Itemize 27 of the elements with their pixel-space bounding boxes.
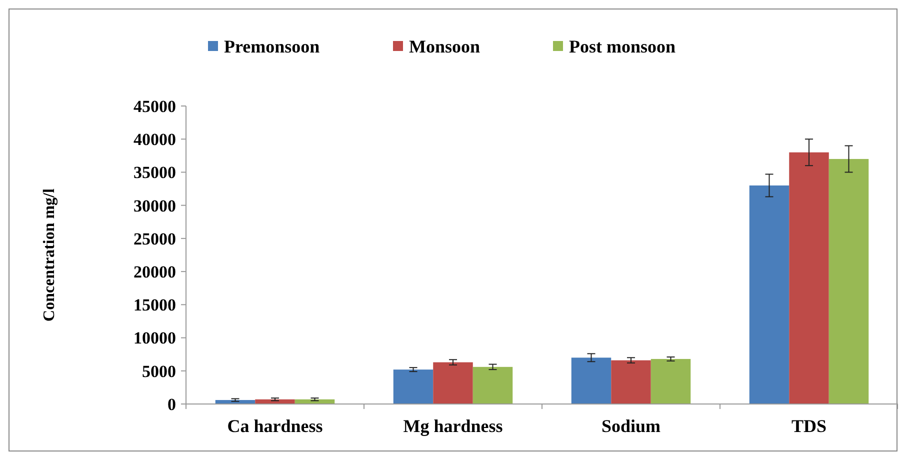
y-tick-label: 35000 bbox=[134, 163, 176, 182]
y-tick-label: 15000 bbox=[134, 296, 176, 315]
bar bbox=[611, 360, 651, 404]
y-tick-label: 40000 bbox=[134, 130, 176, 150]
x-tick-label: TDS bbox=[791, 416, 827, 436]
y-tick-label: 30000 bbox=[134, 196, 176, 216]
legend-label: Post monsoon bbox=[569, 36, 676, 56]
bar bbox=[393, 370, 434, 404]
bar bbox=[571, 358, 612, 404]
y-tick-label: 45000 bbox=[134, 96, 176, 116]
bar bbox=[433, 362, 473, 404]
bar bbox=[828, 158, 869, 404]
legend-label: Premonsoon bbox=[224, 36, 320, 56]
x-tick-label: Sodium bbox=[601, 416, 661, 436]
y-tick-label: 20000 bbox=[134, 262, 176, 282]
x-tick-label: Mg hardness bbox=[403, 416, 503, 436]
bar bbox=[650, 358, 691, 404]
legend-label: Monsoon bbox=[409, 36, 480, 56]
y-axis-title: Concentration mg/l bbox=[41, 188, 58, 322]
y-tick-label: 5000 bbox=[142, 362, 176, 381]
bar bbox=[472, 366, 513, 404]
y-tick-label: 0 bbox=[168, 394, 176, 414]
y-tick-label: 10000 bbox=[134, 328, 176, 348]
y-tick-label: 25000 bbox=[134, 229, 176, 248]
bar bbox=[789, 152, 829, 404]
x-tick-label: Ca hardness bbox=[227, 416, 323, 436]
bar bbox=[749, 185, 790, 404]
